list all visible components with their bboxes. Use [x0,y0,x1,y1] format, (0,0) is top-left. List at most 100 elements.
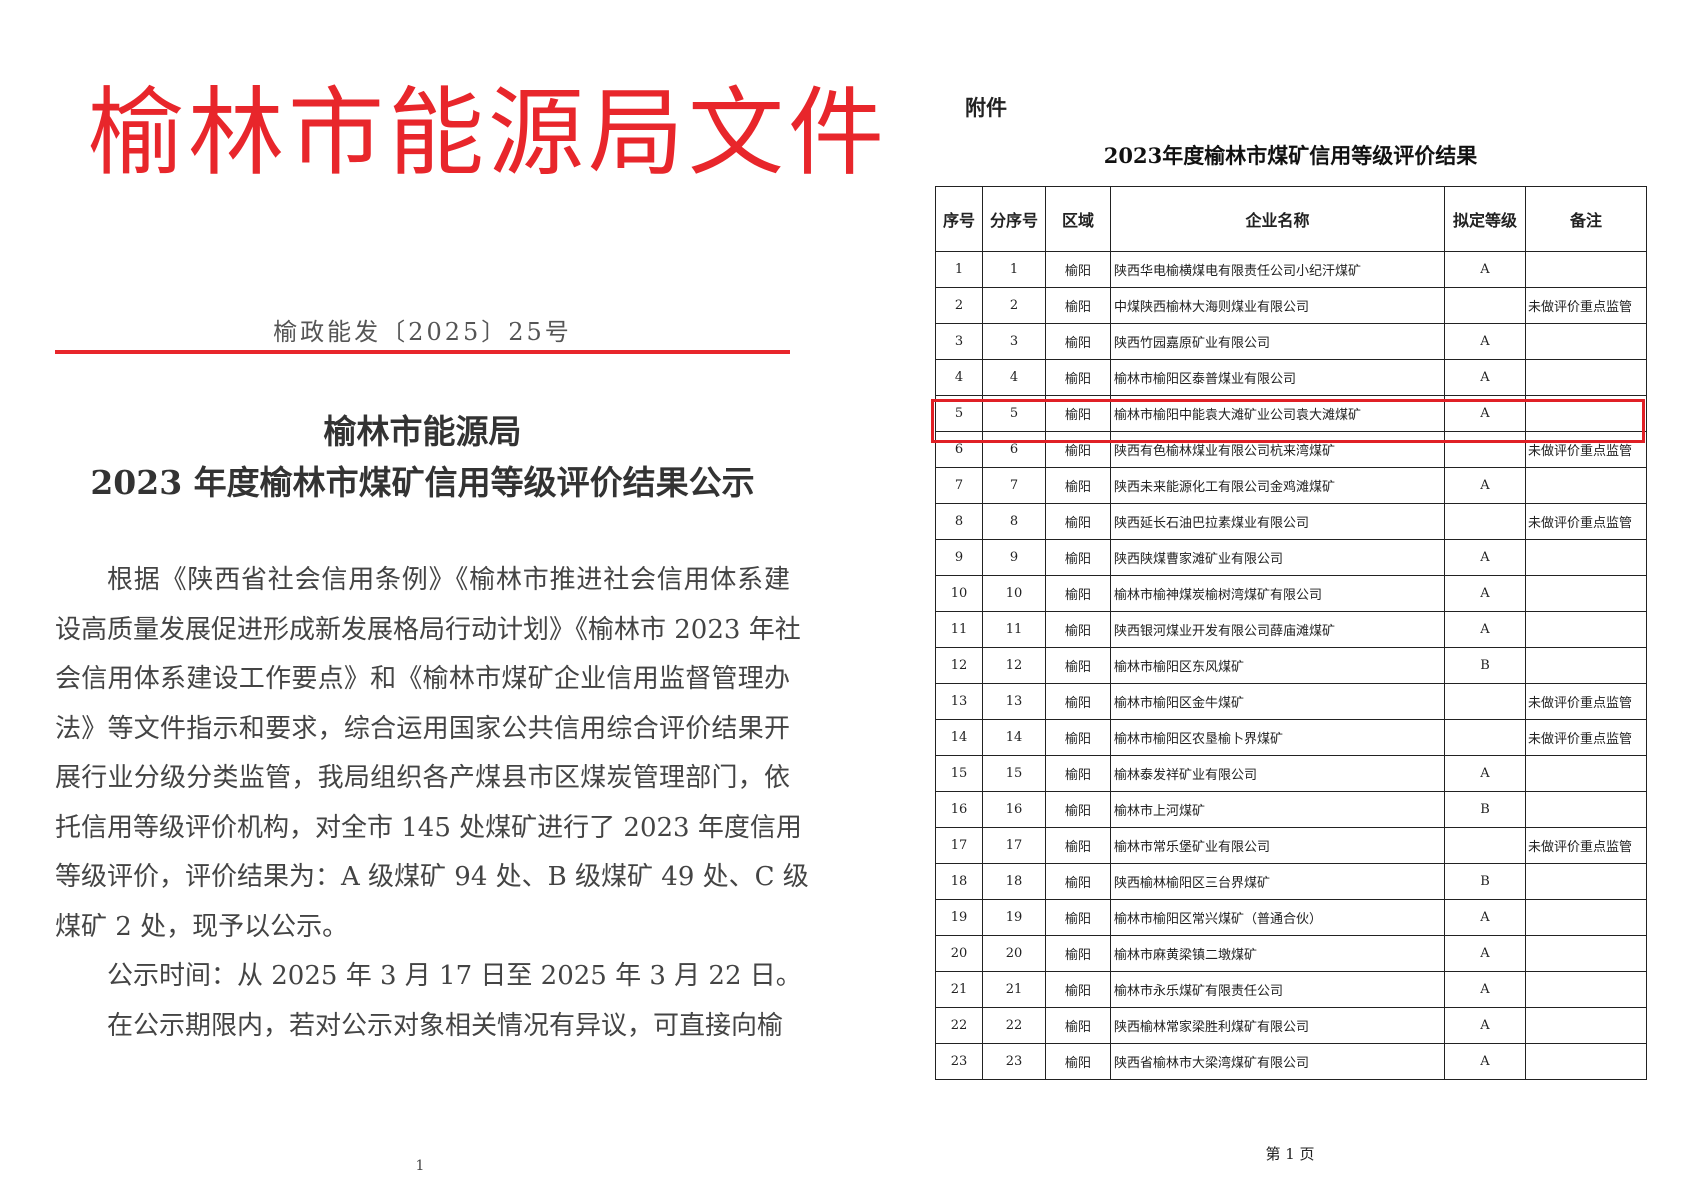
cell-index: 17 [935,827,983,864]
cell-company: 陕西华电榆横煤电有限责任公司小纪汗煤矿 [1110,251,1445,288]
cell-subindex: 2 [982,287,1046,324]
column-header: 分序号 [982,186,1046,252]
cell-company: 榆林市榆阳区东风煤矿 [1110,647,1445,684]
page-footer: 第 1 页 [1265,1145,1315,1163]
attachment-label: 附件 [965,95,1007,120]
cell-subindex: 22 [982,1007,1046,1044]
cell-index: 9 [935,539,983,576]
cell-company: 中煤陕西榆林大海则煤业有限公司 [1110,287,1445,324]
cell-grade: A [1444,755,1526,792]
cell-index: 3 [935,323,983,360]
cell-company: 榆林泰发祥矿业有限公司 [1110,755,1445,792]
table-header-row: 序号 分序号 区域 企业名称 拟定等级 备注 [935,186,1647,252]
cell-subindex: 7 [982,467,1046,504]
cell-grade: A [1444,539,1526,576]
cell-region: 榆阳 [1045,719,1111,756]
cell-company: 榆林市榆阳区金牛煤矿 [1110,683,1445,720]
cell-index: 15 [935,755,983,792]
cell-note [1525,251,1647,288]
cell-company: 榆林市永乐煤矿有限责任公司 [1110,971,1445,1008]
table-row: 10 10 榆阳 榆林市榆神煤炭榆树湾煤矿有限公司 A [935,575,1647,612]
cell-company: 陕西银河煤业开发有限公司薛庙滩煤矿 [1110,611,1445,648]
cell-note [1525,935,1647,972]
cell-company: 榆林市榆阳区泰普煤业有限公司 [1110,359,1445,396]
page-number: 1 [415,1158,425,1174]
cell-note: 未做评价重点监管 [1525,503,1647,540]
cell-grade [1444,287,1526,324]
cell-region: 榆阳 [1045,539,1111,576]
cell-note [1525,971,1647,1008]
table-row: 17 17 榆阳 榆林市常乐堡矿业有限公司 未做评价重点监管 [935,827,1647,864]
body-line: 托信用等级评价机构，对全市 145 处煤矿进行了 2023 年度信用 [55,812,802,843]
cell-subindex: 21 [982,971,1046,1008]
cell-region: 榆阳 [1045,863,1111,900]
cell-index: 16 [935,791,983,828]
column-header: 企业名称 [1110,186,1445,252]
cell-subindex: 12 [982,647,1046,684]
table-row: 3 3 榆阳 陕西竹园嘉原矿业有限公司 A [935,323,1647,360]
table-row: 12 12 榆阳 榆林市榆阳区东风煤矿 B [935,647,1647,684]
cell-subindex: 13 [982,683,1046,720]
body-line: 展行业分级分类监管，我局组织各产煤县市区煤炭管理部门，依 [55,763,790,793]
body-line: 根据《陕西省社会信用条例》《榆林市推进社会信用体系建 [107,565,790,595]
cell-note [1525,863,1647,900]
cell-region: 榆阳 [1045,575,1111,612]
cell-index: 14 [935,719,983,756]
cell-note [1525,791,1647,828]
red-divider [55,350,790,354]
cell-region: 榆阳 [1045,1007,1111,1044]
results-table: 序号 分序号 区域 企业名称 拟定等级 备注 1 1 榆阳 陕西华电榆横煤电有限责任公司小纪汗煤… [935,186,1647,1080]
table-row: 21 21 榆阳 榆林市永乐煤矿有限责任公司 A [935,971,1647,1008]
cell-subindex: 23 [982,1043,1046,1080]
cell-note [1525,899,1647,936]
cell-note [1525,647,1647,684]
table-row: 22 22 榆阳 陕西榆林常家梁胜利煤矿有限公司 A [935,1007,1647,1044]
cell-index: 2 [935,287,983,324]
cell-index: 20 [935,935,983,972]
cell-subindex: 4 [982,359,1046,396]
table-row: 11 11 榆阳 陕西银河煤业开发有限公司薛庙滩煤矿 A [935,611,1647,648]
cell-grade: A [1444,935,1526,972]
cell-grade: A [1444,575,1526,612]
cell-subindex: 11 [982,611,1046,648]
body-line: 等级评价，评价结果为：A 级煤矿 94 处、B 级煤矿 49 处、C 级 [55,862,809,892]
cell-note [1525,539,1647,576]
cell-grade: B [1444,863,1526,900]
cell-company: 榆林市榆阳区常兴煤矿（普通合伙） [1110,899,1445,936]
cell-note [1525,575,1647,612]
document-number: 榆政能发〔2025〕25号 [273,318,572,346]
cell-note [1525,359,1647,396]
table-row: 2 2 榆阳 中煤陕西榆林大海则煤业有限公司 未做评价重点监管 [935,287,1647,324]
cell-grade: B [1444,647,1526,684]
heading-issuer: 榆林市能源局 [323,412,522,451]
cell-note: 未做评价重点监管 [1525,431,1647,468]
cell-company: 榆林市榆阳区农垦榆卜界煤矿 [1110,719,1445,756]
cell-company: 陕西省榆林市大梁湾煤矿有限公司 [1110,1043,1445,1080]
cell-region: 榆阳 [1045,647,1111,684]
cell-subindex: 20 [982,935,1046,972]
heading-title: 2023 年度榆林市煤矿信用等级评价结果公示 [90,463,755,502]
cell-index: 18 [935,863,983,900]
table-row: 15 15 榆阳 榆林泰发祥矿业有限公司 A [935,755,1647,792]
cell-subindex: 19 [982,899,1046,936]
cell-grade: A [1444,611,1526,648]
table-row: 23 23 榆阳 陕西省榆林市大梁湾煤矿有限公司 A [935,1043,1647,1080]
body-line: 煤矿 2 处，现予以公示。 [55,911,349,942]
body-line: 会信用体系建设工作要点》和《榆林市煤矿企业信用监督管理办 [55,664,790,694]
cell-index: 13 [935,683,983,720]
cell-index: 1 [935,251,983,288]
cell-subindex: 6 [982,431,1046,468]
cell-region: 榆阳 [1045,287,1111,324]
cell-grade [1444,503,1526,540]
cell-grade: A [1444,1007,1526,1044]
cell-company: 榆林市上河煤矿 [1110,791,1445,828]
cell-note [1525,1043,1647,1080]
cell-grade: A [1444,971,1526,1008]
cell-subindex: 15 [982,755,1046,792]
cell-company: 陕西榆林常家梁胜利煤矿有限公司 [1110,1007,1445,1044]
cell-index: 11 [935,611,983,648]
cell-company: 陕西榆林榆阳区三台界煤矿 [1110,863,1445,900]
cell-company: 陕西延长石油巴拉素煤业有限公司 [1110,503,1445,540]
column-header: 区域 [1045,186,1111,252]
cell-company: 榆林市榆神煤炭榆树湾煤矿有限公司 [1110,575,1445,612]
